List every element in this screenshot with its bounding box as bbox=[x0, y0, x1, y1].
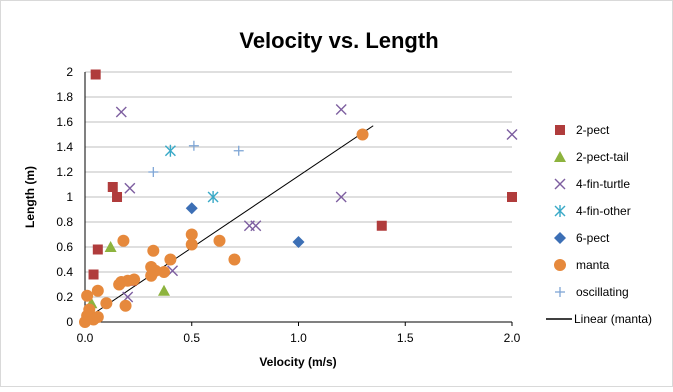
data-point bbox=[91, 311, 104, 323]
x-tick-label: 2.0 bbox=[504, 331, 521, 345]
legend-item: 2-pect-tail bbox=[554, 150, 629, 164]
data-point bbox=[185, 238, 198, 251]
data-point bbox=[115, 106, 127, 118]
legend-label: 2-pect bbox=[576, 123, 610, 137]
legend-marker bbox=[555, 125, 565, 135]
legend-label: manta bbox=[576, 258, 610, 272]
data-point bbox=[124, 182, 136, 194]
data-point bbox=[335, 104, 347, 115]
legend-label: 2-pect-tail bbox=[576, 150, 629, 164]
x-tick-label: 0.0 bbox=[77, 331, 94, 345]
trendline bbox=[84, 125, 374, 320]
x-tick-label: 0.5 bbox=[183, 331, 200, 345]
data-point bbox=[148, 167, 159, 177]
y-tick-label: 0.6 bbox=[56, 240, 73, 254]
data-point bbox=[164, 144, 176, 157]
y-tick-label: 0 bbox=[66, 315, 73, 329]
legend-marker bbox=[554, 232, 566, 244]
data-point bbox=[119, 299, 132, 312]
data-point bbox=[376, 220, 387, 231]
data-point bbox=[90, 69, 101, 80]
data-point bbox=[233, 145, 244, 156]
data-point bbox=[207, 191, 219, 203]
y-tick-label: 0.2 bbox=[56, 290, 73, 304]
legend-marker bbox=[554, 178, 566, 190]
y-axis-ticks: 0 0.2 0.4 0.6 0.8 1 1.2 1.4 1.6 1.8 2 bbox=[56, 65, 73, 329]
data-point bbox=[113, 278, 126, 291]
data-point bbox=[91, 284, 104, 297]
legend-item: 4-fin-turtle bbox=[554, 177, 630, 191]
legend-marker bbox=[555, 287, 565, 297]
x-tick-label: 1.0 bbox=[290, 331, 307, 345]
legend-label: 6-pect bbox=[576, 231, 610, 245]
data-point bbox=[506, 129, 518, 140]
data-point bbox=[335, 191, 347, 203]
data-point bbox=[356, 128, 369, 141]
data-point bbox=[507, 192, 517, 202]
data-point bbox=[213, 234, 226, 247]
data-point bbox=[250, 220, 262, 232]
data-point bbox=[88, 269, 99, 280]
y-tick-label: 0.8 bbox=[56, 215, 73, 229]
x-tick-label: 1.5 bbox=[397, 331, 414, 345]
data-point bbox=[145, 269, 158, 282]
data-point bbox=[292, 236, 305, 248]
y-axis-title: Length (m) bbox=[23, 166, 37, 228]
legend-item: Linear (manta) bbox=[546, 312, 652, 326]
data-point bbox=[128, 273, 141, 286]
x-axis-title: Velocity (m/s) bbox=[259, 355, 336, 369]
y-tick-label: 1.8 bbox=[56, 90, 73, 104]
y-tick-label: 1.2 bbox=[56, 165, 73, 179]
y-tick-label: 1.4 bbox=[56, 140, 73, 154]
y-tick-label: 1.6 bbox=[56, 115, 73, 129]
legend-item: 4-fin-other bbox=[554, 204, 631, 218]
legend-label: 4-fin-turtle bbox=[576, 177, 630, 191]
trendline-manta bbox=[84, 125, 374, 320]
data-points bbox=[79, 69, 518, 328]
data-point bbox=[147, 244, 160, 257]
data-point bbox=[92, 244, 103, 255]
legend-marker bbox=[554, 259, 566, 271]
legend-item: manta bbox=[554, 258, 610, 272]
data-point bbox=[81, 289, 94, 302]
data-point bbox=[228, 253, 241, 266]
y-tick-label: 2 bbox=[66, 65, 73, 79]
data-point bbox=[157, 284, 170, 296]
data-point bbox=[107, 182, 118, 192]
legend-label: 4-fin-other bbox=[576, 204, 631, 218]
legend-item: oscillating bbox=[555, 285, 629, 299]
legend-item: 6-pect bbox=[554, 231, 610, 245]
legend-marker bbox=[554, 151, 566, 162]
data-point bbox=[185, 228, 198, 241]
y-tick-label: 0.4 bbox=[56, 265, 73, 279]
data-point bbox=[112, 192, 123, 202]
legend: 2-pect 2-pect-tail 4-fin-turtle 4-fin-other… bbox=[546, 123, 652, 326]
chart-title: Velocity vs. Length bbox=[239, 28, 438, 53]
legend-label: Linear (manta) bbox=[574, 312, 652, 326]
legend-label: oscillating bbox=[576, 285, 629, 299]
data-point bbox=[164, 253, 177, 266]
y-tick-label: 1 bbox=[66, 190, 73, 204]
data-point bbox=[79, 316, 91, 328]
data-point bbox=[117, 234, 130, 247]
data-point bbox=[188, 140, 199, 151]
data-point bbox=[104, 241, 117, 252]
legend-marker bbox=[554, 205, 566, 217]
data-point bbox=[100, 297, 113, 310]
legend-item: 2-pect bbox=[555, 123, 610, 137]
data-point bbox=[185, 202, 198, 215]
